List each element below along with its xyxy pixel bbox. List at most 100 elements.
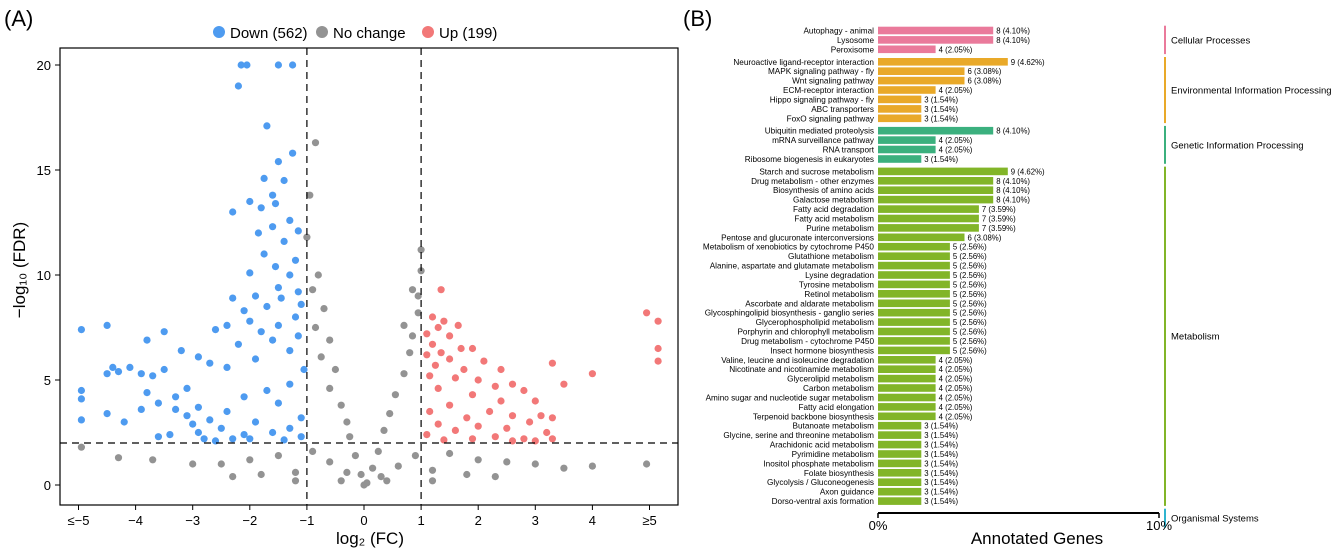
volcano-point-2-46 bbox=[543, 428, 551, 437]
volcano-point-0-34 bbox=[246, 317, 254, 325]
legend-marker-2 bbox=[422, 26, 434, 38]
panel-a-label: (A) bbox=[4, 6, 33, 31]
kegg-bar-34 bbox=[878, 356, 936, 364]
volcano-point-1-46 bbox=[114, 454, 123, 462]
kegg-bar-41 bbox=[878, 421, 922, 430]
volcano-point-1-18 bbox=[374, 447, 382, 455]
kegg-bar-26 bbox=[878, 280, 950, 289]
volcano-point-2-1 bbox=[428, 313, 437, 321]
kegg-value-label: 3 (1.54%) bbox=[924, 459, 958, 468]
volcano-point-2-24 bbox=[468, 391, 477, 399]
kegg-value-label: 9 (4.62%) bbox=[1011, 58, 1045, 67]
kegg-value-label: 8 (4.10%) bbox=[996, 127, 1030, 136]
kegg-value-label: 6 (3.08%) bbox=[968, 233, 1002, 242]
volcano-point-0-82 bbox=[240, 393, 248, 401]
volcano-point-0-85 bbox=[297, 414, 305, 422]
volcano-point-2-3 bbox=[434, 323, 442, 332]
volcano-point-1-51 bbox=[428, 466, 437, 474]
kegg-category-label: Glycine, serine and threonine metabolism bbox=[723, 431, 874, 440]
kegg-value-label: 5 (2.56%) bbox=[953, 337, 987, 346]
kegg-value-label: 5 (2.56%) bbox=[953, 309, 987, 318]
kegg-bar-8 bbox=[878, 105, 922, 113]
volcano-point-2-28 bbox=[548, 359, 557, 367]
volcano-point-0-76 bbox=[166, 431, 174, 439]
volcano-point-1-44 bbox=[189, 460, 197, 468]
kegg-bar-9 bbox=[878, 114, 922, 123]
kegg-value-label: 3 (1.54%) bbox=[924, 114, 958, 123]
volcano-point-1-56 bbox=[229, 473, 237, 481]
volcano-point-0-72 bbox=[206, 416, 214, 424]
volcano-point-0-49 bbox=[126, 363, 134, 371]
volcano-point-1-60 bbox=[428, 477, 437, 485]
volcano-point-1-25 bbox=[408, 332, 417, 340]
kegg-value-label: 5 (2.56%) bbox=[953, 318, 987, 327]
kegg-bar-7 bbox=[878, 95, 922, 104]
volcano-x-tick-label: ≤−5 bbox=[68, 513, 90, 528]
kegg-category-label: Ascorbate and aldarate metabolism bbox=[745, 299, 874, 308]
volcano-point-0-57 bbox=[149, 372, 157, 380]
volcano-point-0-3 bbox=[289, 61, 297, 69]
volcano-point-0-65 bbox=[172, 393, 180, 401]
volcano-x-tick-label: 1 bbox=[417, 513, 424, 528]
legend-label: Up (199) bbox=[439, 25, 497, 42]
kegg-value-label: 4 (2.05%) bbox=[939, 136, 973, 145]
volcano-point-2-13 bbox=[480, 357, 488, 365]
legend-marker-1 bbox=[316, 26, 328, 38]
volcano-point-1-53 bbox=[463, 470, 471, 479]
volcano-point-1-17 bbox=[369, 464, 377, 472]
volcano-point-0-35 bbox=[274, 321, 282, 329]
kegg-value-label: 4 (2.05%) bbox=[939, 403, 973, 412]
volcano-point-2-49 bbox=[468, 435, 477, 443]
volcano-point-0-9 bbox=[280, 176, 288, 185]
volcano-point-0-84 bbox=[223, 407, 231, 416]
kegg-category-label: MAPK signaling pathway - fly bbox=[768, 67, 875, 76]
volcano-y-tick-label: 10 bbox=[37, 268, 51, 283]
kegg-category-label: Hippo signaling pathway - fly bbox=[770, 95, 875, 104]
kegg-category-label: ABC transporters bbox=[811, 105, 874, 114]
volcano-point-0-69 bbox=[183, 412, 191, 420]
kegg-value-label: 5 (2.56%) bbox=[953, 243, 987, 252]
volcano-point-0-31 bbox=[263, 302, 271, 311]
volcano-point-1-24 bbox=[400, 321, 408, 329]
volcano-point-0-93 bbox=[154, 433, 162, 441]
volcano-point-1-42 bbox=[217, 460, 225, 468]
volcano-point-2-2 bbox=[454, 321, 462, 329]
kegg-value-label: 4 (2.05%) bbox=[939, 365, 973, 374]
volcano-point-0-66 bbox=[154, 399, 162, 407]
kegg-bar-19 bbox=[878, 214, 979, 223]
panel-b-label: (B) bbox=[683, 6, 712, 31]
kegg-bar-1 bbox=[878, 36, 994, 44]
volcano-point-1-48 bbox=[560, 464, 568, 472]
kegg-category-label: Dorso-ventral axis formation bbox=[772, 497, 875, 506]
volcano-point-2-42 bbox=[434, 420, 442, 428]
volcano-x-tick-label: 0 bbox=[360, 513, 367, 528]
volcano-point-1-39 bbox=[474, 456, 482, 464]
volcano-point-2-21 bbox=[508, 380, 517, 388]
kegg-bar-43 bbox=[878, 440, 922, 449]
kegg-category-label: Retinol metabolism bbox=[804, 290, 874, 299]
volcano-point-0-64 bbox=[183, 384, 191, 392]
volcano-point-1-27 bbox=[408, 286, 417, 294]
volcano-point-1-55 bbox=[491, 473, 499, 481]
kegg-category-label: Ribosome biogenesis in eukaryotes bbox=[745, 155, 874, 164]
volcano-point-1-49 bbox=[588, 462, 597, 470]
kegg-category-label: Drug metabolism - other enzymes bbox=[751, 177, 874, 186]
kegg-value-label: 8 (4.10%) bbox=[996, 27, 1030, 36]
volcano-point-0-41 bbox=[294, 332, 302, 340]
volcano-plot-frame bbox=[59, 47, 679, 506]
kegg-value-label: 3 (1.54%) bbox=[924, 95, 958, 104]
volcano-point-2-14 bbox=[431, 361, 439, 369]
volcano-point-0-53 bbox=[109, 363, 117, 371]
volcano-point-0-54 bbox=[206, 359, 214, 367]
volcano-point-2-22 bbox=[434, 384, 442, 392]
volcano-point-1-58 bbox=[383, 477, 391, 485]
kegg-group-label: Metabolism bbox=[1171, 332, 1220, 343]
volcano-point-0-6 bbox=[289, 149, 297, 157]
volcano-point-0-20 bbox=[260, 250, 268, 258]
volcano-point-0-42 bbox=[211, 326, 220, 334]
kegg-value-label: 8 (4.10%) bbox=[996, 177, 1030, 186]
volcano-point-2-6 bbox=[446, 332, 454, 340]
volcano-point-0-29 bbox=[229, 294, 237, 302]
volcano-point-0-27 bbox=[251, 292, 260, 300]
